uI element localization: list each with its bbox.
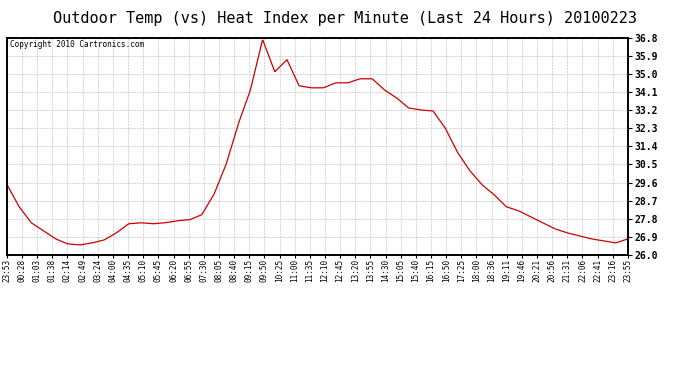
Text: Outdoor Temp (vs) Heat Index per Minute (Last 24 Hours) 20100223: Outdoor Temp (vs) Heat Index per Minute … bbox=[53, 11, 637, 26]
Text: Copyright 2010 Cartronics.com: Copyright 2010 Cartronics.com bbox=[10, 40, 144, 49]
